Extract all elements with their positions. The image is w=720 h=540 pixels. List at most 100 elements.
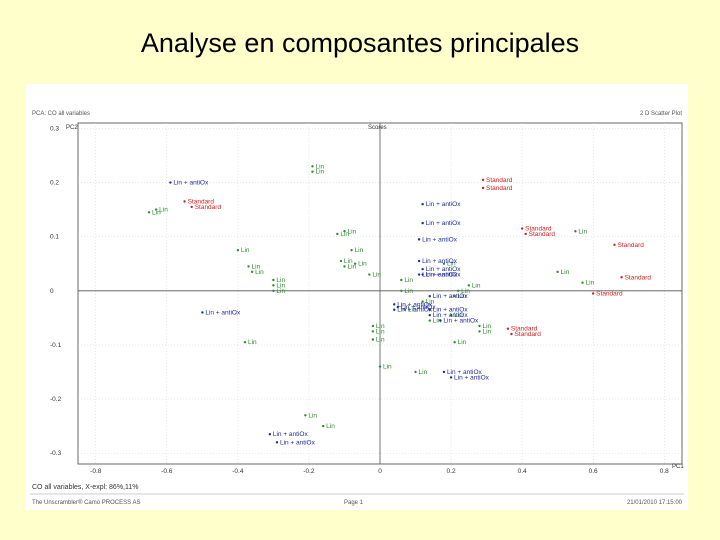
point-label-lin: Lin [426, 299, 435, 306]
point-standard [183, 200, 186, 203]
point-lin [371, 330, 375, 333]
point-lin-antiox [268, 433, 272, 436]
point-label-lin: Lin [276, 288, 285, 295]
point-standard [506, 327, 510, 330]
point-lin [154, 208, 158, 211]
point-label-standard: Standard [486, 185, 513, 192]
point-label-lin: Lin [315, 169, 324, 176]
point-lin [400, 289, 403, 292]
point-label-lin: Lin [458, 339, 467, 346]
scatter-plot: PCA: CO all variables 2 D Scatter Plot S… [26, 84, 688, 510]
point-lin [371, 324, 375, 328]
point-lin [556, 270, 559, 274]
point-lin-antiox [421, 267, 424, 271]
point-lin-antiox [169, 181, 172, 184]
point-lin [456, 289, 460, 292]
point-label-lin-antiox: Lin + antiOx [273, 431, 309, 438]
header-left: PCA: CO all variables [32, 111, 90, 117]
point-standard [481, 178, 485, 182]
x-tick-label: -0.8 [90, 468, 102, 475]
point-label-standard: Standard [486, 177, 513, 184]
plot-page [26, 84, 688, 510]
point-lin-antiox [442, 370, 446, 374]
point-label-standard: Standard [596, 291, 623, 298]
point-label-lin: Lin [358, 261, 367, 268]
point-label-lin-antiox: Lin + antiOx [426, 272, 462, 279]
point-label-lin-antiox: Lin + antiOx [443, 318, 479, 325]
point-label-lin: Lin [408, 307, 417, 314]
point-lin-antiox [428, 308, 431, 311]
point-lin [442, 262, 446, 265]
point-label-lin: Lin [248, 339, 257, 346]
point-lin [453, 295, 456, 298]
point-lin [453, 341, 456, 344]
point-lin [421, 300, 424, 303]
point-lin [400, 278, 403, 282]
point-lin [336, 232, 339, 236]
point-label-lin-antiox: Lin + antiOx [205, 309, 241, 316]
y-tick-label: -0.1 [50, 342, 62, 349]
point-lin [350, 248, 353, 252]
x-tick-label: 0 [378, 468, 382, 475]
point-lin [343, 265, 346, 268]
point-label-lin-antiox: Lin + antiOx [173, 180, 209, 187]
point-standard [524, 232, 527, 236]
point-label-lin-antiox: Lin + antiOx [422, 236, 458, 243]
header-right: 2 D Scatter Plot [640, 111, 682, 117]
point-lin [339, 259, 343, 263]
point-lin [272, 278, 275, 282]
point-lin [311, 170, 314, 173]
point-lin-antiox [417, 273, 421, 276]
point-lin [243, 341, 247, 344]
point-lin-antiox [396, 305, 399, 309]
point-label-lin: Lin [578, 228, 587, 235]
point-lin [478, 324, 481, 328]
point-label-lin-antiox: Lin + antiOx [426, 201, 462, 208]
point-label-lin: Lin [159, 207, 168, 214]
point-lin-antiox [428, 295, 431, 298]
point-lin-antiox [393, 303, 396, 306]
point-lin-antiox [417, 238, 421, 241]
x-tick-label: -0.2 [303, 468, 315, 475]
footer-page: Page 1 [344, 500, 364, 506]
x-tick-label: -0.6 [161, 468, 173, 475]
point-label-lin: Lin [372, 272, 381, 279]
point-label-lin: Lin [340, 231, 349, 238]
point-label-lin-antiox: Lin + antiOx [397, 307, 433, 314]
point-label-lin: Lin [276, 282, 285, 289]
point-label-lin-antiox: Lin + antiOx [433, 293, 469, 300]
point-lin [353, 262, 357, 265]
point-label-standard: Standard [617, 242, 644, 249]
point-label-lin: Lin [461, 288, 470, 295]
point-lin [428, 319, 431, 322]
point-label-lin: Lin [347, 263, 356, 270]
point-label-lin: Lin [433, 318, 442, 325]
x-tick-labels: -0.8 -0.6 -0.4 -0.2 0 0.2 0.4 0.6 0.8 [90, 468, 669, 475]
point-label-lin: Lin [376, 328, 385, 335]
point-label-lin: Lin [454, 312, 463, 319]
point-standard [613, 243, 616, 246]
point-lin [343, 230, 346, 233]
y-tick-label: -0.3 [50, 450, 62, 457]
x-tick-label: 0.2 [447, 468, 456, 475]
point-standard [520, 227, 524, 230]
point-label-lin: Lin [447, 261, 456, 268]
point-lin [272, 284, 275, 287]
point-lin [147, 211, 151, 214]
point-label-lin: Lin [482, 328, 491, 335]
point-label-standard: Standard [188, 198, 215, 205]
point-standard [481, 186, 485, 190]
x-tick-label: -0.4 [232, 468, 244, 475]
point-label-lin-antiox: Lin + antiOx [433, 307, 469, 314]
point-lin [467, 284, 471, 287]
footer-software: The Unscrambler® Camo PROCESS AS [32, 499, 140, 506]
point-lin [236, 248, 240, 252]
point-label-lin: Lin [376, 323, 385, 330]
point-lin [414, 370, 417, 374]
point-label-lin-antiox: Lin + antiOx [422, 258, 458, 265]
point-lin [403, 308, 407, 311]
y-axis-name: PC2 [66, 125, 78, 131]
point-label-lin-antiox: Lin + antiOx [280, 439, 316, 446]
point-lin-antiox [449, 376, 453, 379]
